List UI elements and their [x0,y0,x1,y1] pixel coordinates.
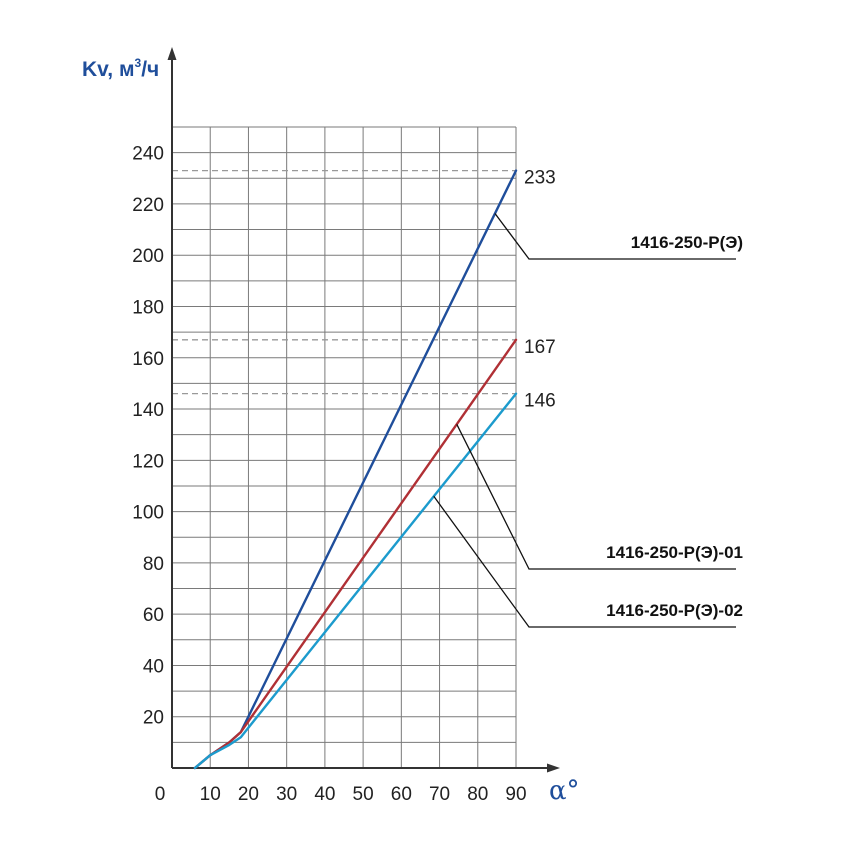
x-tick-label: 90 [505,784,526,805]
x-tick-label: 70 [429,784,450,805]
y-tick-label: 100 [132,503,164,524]
x-tick-label: 10 [200,784,221,805]
legend-label-3: 1416-250-Р(Э)-02 [606,601,743,620]
end-value-label-3: 146 [524,391,556,412]
y-axis-title-main: Kv, м [82,58,135,81]
y-tick-label: 140 [132,400,164,421]
series-line-2 [193,338,518,770]
y-tick-label: 80 [143,554,164,575]
y-axis-title-superscript: 3 [135,56,142,70]
x-tick-label: 30 [276,784,297,805]
end-value-label-2: 167 [524,337,556,358]
tick-labels: 10 20 30 40 50 60 70 80 90 20 40 60 80 100 120 140 160 18… [132,144,526,805]
y-tick-label: 240 [132,144,164,165]
x-tick-label: 80 [467,784,488,805]
y-axis-title-tail: /ч [141,58,159,81]
y-tick-label: 40 [143,656,164,677]
x-axis-arrow [547,763,560,773]
y-tick-label: 60 [143,605,164,626]
y-tick-label: 160 [132,349,164,370]
x-tick-label: 50 [353,784,374,805]
x-tick-label: 60 [391,784,412,805]
grid [172,126,517,768]
x-tick-label: 20 [238,784,259,805]
x-tick-label: 40 [314,784,335,805]
y-tick-label: 200 [132,246,164,267]
series-line-3 [193,392,518,770]
x-axis-title: α° [549,776,580,806]
legend-leader-line-2 [456,424,736,570]
y-tick-label: 180 [132,297,164,318]
reference-lines [172,169,516,395]
x-origin-label: 0 [155,784,166,805]
y-tick-label: 120 [132,451,164,472]
y-tick-label: 220 [132,195,164,216]
legend-leader-line-3 [433,495,736,628]
y-tick-label: 20 [143,708,164,729]
legend-callouts: 233 167 146 1416-250-Р(Э) 1416-250-Р(Э)-01 14… [433,168,743,628]
legend-label-1: 1416-250-Р(Э) [631,233,743,252]
end-value-label-1: 233 [524,168,556,189]
axes [167,47,560,773]
y-axis-arrow [167,47,177,60]
legend-label-2: 1416-250-Р(Э)-01 [606,543,743,562]
series [193,169,518,770]
legend-leader-line-1 [494,213,736,260]
series-line-1 [193,169,518,770]
y-axis-title: Kv, м3/ч [82,56,159,81]
